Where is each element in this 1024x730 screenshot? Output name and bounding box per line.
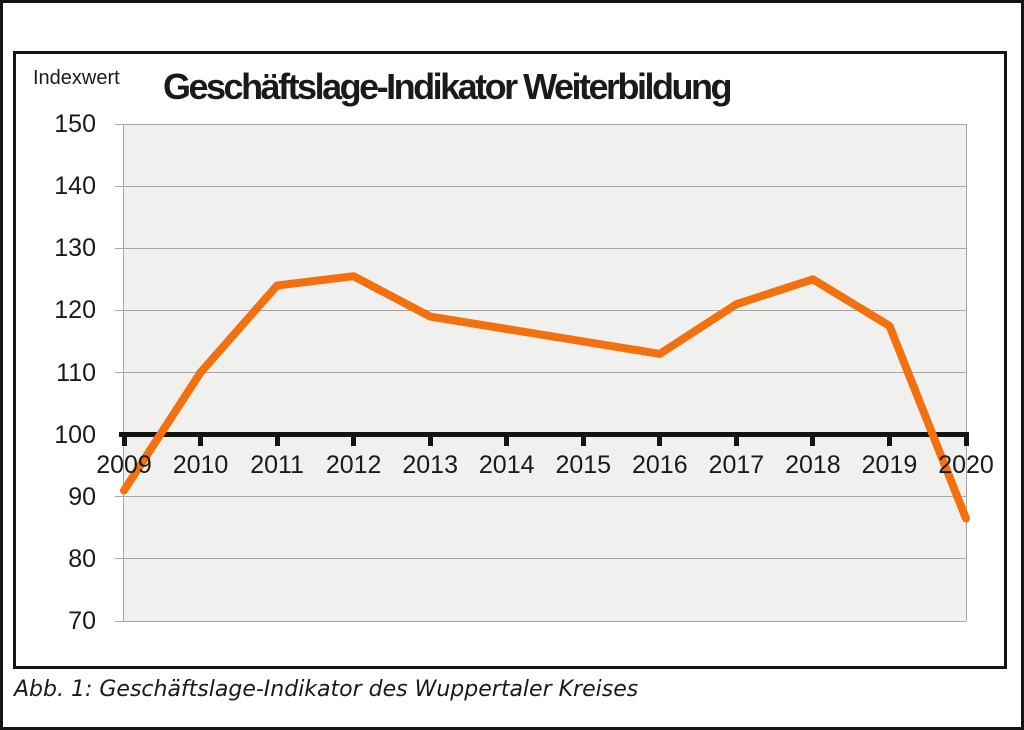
x-axis-tick <box>810 432 816 447</box>
gridline <box>124 496 966 498</box>
x-axis-label: 2011 <box>250 450 304 479</box>
x-axis-label: 2012 <box>325 450 382 479</box>
y-axis-tick <box>115 620 124 622</box>
y-axis-label: 90 <box>68 482 96 511</box>
x-axis-line <box>119 432 967 438</box>
x-axis-tick <box>351 432 357 447</box>
x-axis-label: 2018 <box>785 450 841 479</box>
x-axis-label: 2013 <box>402 450 458 479</box>
x-axis-label: 2015 <box>555 450 612 479</box>
y-axis-tick <box>115 496 124 498</box>
gridline <box>124 372 966 373</box>
y-axis-tick <box>115 558 124 560</box>
chart-title: Geschäftslage-Indikator Weiterbildung <box>163 66 732 107</box>
gridline <box>124 620 966 622</box>
y-axis-label: 110 <box>56 358 96 387</box>
chart-box: Indexwert Geschäftslage-Indikator Weiter… <box>13 51 1007 669</box>
x-axis-tick <box>121 432 127 447</box>
x-axis-tick <box>427 432 433 447</box>
y-axis-label: 120 <box>54 296 96 325</box>
x-axis-tick <box>733 432 739 447</box>
gridline <box>124 185 966 187</box>
x-axis-label: 2016 <box>632 450 688 479</box>
y-axis-label: 80 <box>68 544 96 573</box>
data-line <box>120 272 970 523</box>
gridline <box>124 558 966 560</box>
gridline <box>124 309 966 311</box>
gridline <box>124 247 966 249</box>
x-axis-label: 2014 <box>478 450 535 479</box>
y-axis-tick <box>115 247 124 249</box>
figure-caption: Abb. 1: Geschäftslage-Indikator des Wupp… <box>14 677 639 702</box>
x-axis-label: 2009 <box>96 450 152 479</box>
x-axis-label: 2019 <box>861 450 918 479</box>
x-axis-tick <box>657 432 663 447</box>
x-axis-tick <box>580 432 586 447</box>
x-axis-label: 2010 <box>172 450 229 479</box>
x-axis-tick <box>504 432 510 447</box>
y-axis-title: Indexwert <box>33 67 120 89</box>
x-axis-tick <box>274 432 280 447</box>
data-line-svg <box>120 272 970 523</box>
x-axis-tick <box>963 432 969 447</box>
y-axis-label: 140 <box>54 172 96 201</box>
y-axis-label: 150 <box>54 110 96 138</box>
y-axis-label: 100 <box>54 420 96 449</box>
y-axis-tick <box>115 372 124 373</box>
y-axis-tick <box>115 309 124 311</box>
x-axis-tick <box>198 432 204 447</box>
x-axis-label: 2017 <box>708 450 765 479</box>
y-axis-label: 130 <box>54 234 96 263</box>
x-axis-tick <box>886 432 892 447</box>
x-axis-label: 2020 <box>938 450 994 479</box>
gridline <box>124 123 966 125</box>
y-axis-label: 70 <box>68 607 96 635</box>
y-axis-tick <box>115 123 124 125</box>
y-axis-tick <box>115 185 124 187</box>
plot-area: 70 80 90 100 110 120 130 140 150 2009 2010 2011 2012… <box>54 110 994 635</box>
